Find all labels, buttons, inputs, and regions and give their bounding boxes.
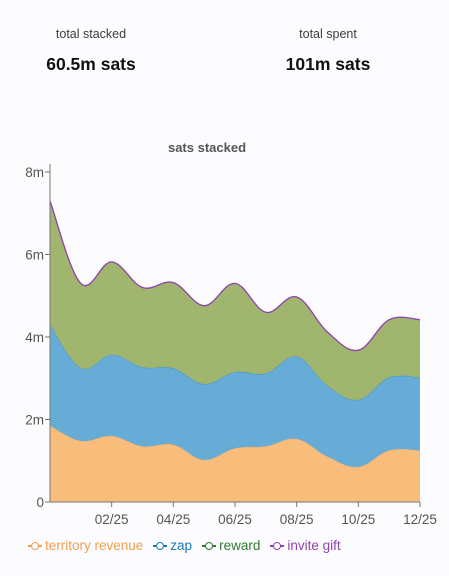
legend-label: invite gift <box>287 538 341 553</box>
x-tick-label: 08/25 <box>280 512 314 527</box>
y-tick-label: 4m <box>25 330 44 345</box>
total-spent-label: total spent <box>299 27 357 41</box>
legend-item-territory-revenue[interactable]: territory revenue <box>28 538 143 553</box>
x-tick-label: 10/25 <box>341 512 375 527</box>
legend-swatch-icon <box>270 541 285 551</box>
total-spent-value: 101m sats <box>285 54 371 74</box>
x-tick-label: 06/25 <box>218 512 252 527</box>
x-tick-label: 12/25 <box>403 512 437 527</box>
legend-label: reward <box>219 538 261 553</box>
y-tick-label: 0 <box>36 495 44 510</box>
legend-swatch-icon <box>153 541 168 551</box>
chart-legend: territory revenue zap reward invite gift <box>28 538 351 553</box>
area-reward <box>50 200 420 400</box>
chart-areas <box>49 200 421 502</box>
area-zap <box>50 324 420 468</box>
chart-title: sats stacked <box>168 140 246 155</box>
x-tick-label: 02/25 <box>95 512 129 527</box>
area-territory-revenue <box>50 425 420 502</box>
legend-label: zap <box>170 538 193 553</box>
legend-swatch-icon <box>202 541 217 551</box>
total-stacked-stat: total stacked 60.5m sats <box>6 26 176 74</box>
x-tick-label: 04/25 <box>156 512 190 527</box>
line-invite-gift <box>49 200 421 352</box>
total-spent-stat: total spent 101m sats <box>243 26 413 74</box>
legend-item-zap[interactable]: zap <box>153 538 192 553</box>
total-stacked-label: total stacked <box>55 27 127 41</box>
legend-swatch-icon <box>28 541 42 551</box>
total-stacked-value: 60.5m sats <box>46 54 136 74</box>
y-tick-label: 8m <box>25 165 44 180</box>
legend-label: territory revenue <box>45 538 144 553</box>
y-tick-label: 2m <box>25 413 44 428</box>
chart-axes: 0 2m 4m 6m 8m 02/25 04/25 06/25 08/25 10/25 12/25 <box>25 164 437 527</box>
y-tick-label: 6m <box>25 248 44 263</box>
legend-item-invite-gift[interactable]: invite gift <box>270 538 341 553</box>
legend-item-reward[interactable]: reward <box>202 538 260 553</box>
sats-stacked-chart: sats stacked 0 2m 4m 6m 8m 02/25 04/25 06/25 08/… <box>25 140 437 527</box>
